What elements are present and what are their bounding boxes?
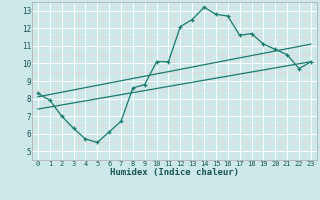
X-axis label: Humidex (Indice chaleur): Humidex (Indice chaleur) xyxy=(110,168,239,177)
